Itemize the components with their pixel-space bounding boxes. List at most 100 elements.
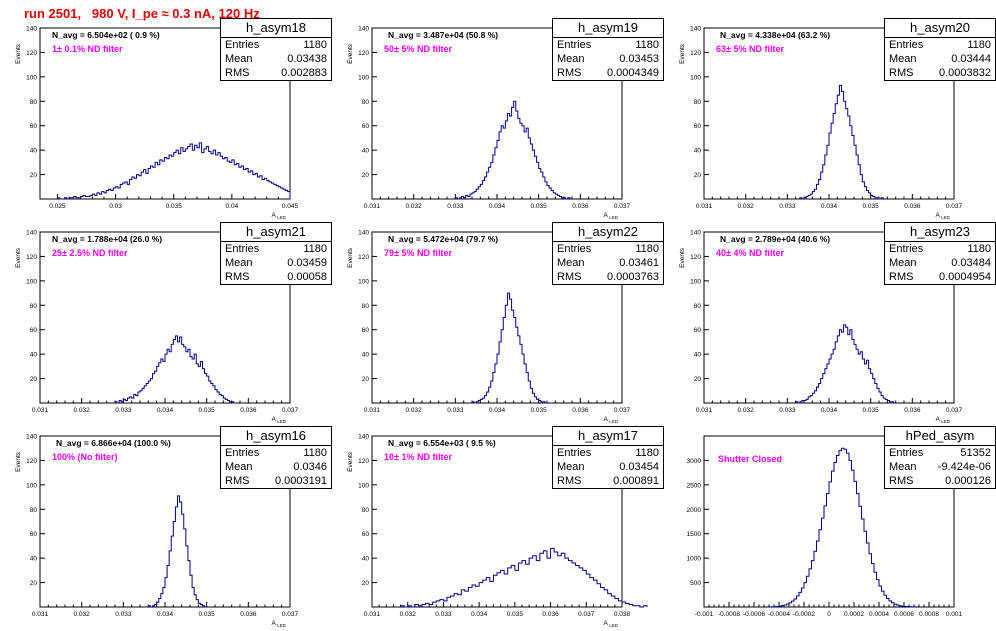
- y-tick-label: 80: [694, 99, 702, 106]
- stat-value: 1180: [303, 447, 327, 459]
- x-tick-label: 0.031: [32, 407, 49, 414]
- stat-box: hPed_asym Entries 51352 Mean -9.424e-06 RMS 0.…: [884, 426, 996, 489]
- x-tick-label: 0.045: [282, 203, 299, 210]
- stat-row-rms: RMS 0.0004349: [553, 66, 663, 80]
- stat-label: RMS: [225, 475, 250, 487]
- panel-h_asym20: 0.031 0.032 0.033 0.034 0.035 0.036 0.037 20 40 6…: [664, 18, 996, 223]
- stat-label: Mean: [225, 257, 253, 269]
- y-tick-label: 1500: [687, 531, 702, 538]
- y-axis-title: Events: [679, 43, 686, 64]
- y-tick-label: 140: [26, 434, 37, 441]
- y-tick-label: 140: [358, 230, 369, 237]
- stat-value: 0.0003763: [607, 271, 659, 283]
- y-tick-label: 60: [362, 123, 370, 130]
- y-tick-label: 80: [30, 507, 38, 514]
- x-tick-label: 0.037: [282, 407, 299, 414]
- x-tick-label: 0.035: [531, 407, 548, 414]
- stat-row-entries: Entries 1180: [553, 446, 663, 460]
- histogram-line-h_asym16: [147, 495, 207, 608]
- stat-label: Entries: [557, 447, 592, 459]
- x-tick-label: 0.034: [489, 203, 506, 210]
- stat-value: 1180: [967, 39, 991, 51]
- y-tick-label: 100: [26, 278, 37, 285]
- stat-value: 0.000891: [613, 475, 659, 487]
- filter-label: 10± 1% ND filter: [384, 452, 452, 462]
- stat-row-rms: RMS 0.000126: [885, 474, 995, 488]
- x-tick-label: 0.036: [240, 611, 257, 618]
- y-tick-label: 100: [26, 482, 37, 489]
- y-tick-label: 100: [358, 482, 369, 489]
- y-tick-label: 40: [30, 556, 38, 563]
- stat-box-title: h_asym21: [221, 223, 331, 242]
- stat-label: Entries: [225, 243, 260, 255]
- stat-row-rms: RMS 0.0004954: [885, 270, 995, 284]
- x-tick-label: 0.038: [614, 611, 631, 618]
- stat-value: 0.002883: [281, 67, 327, 79]
- stat-row-entries: Entries 1180: [885, 242, 995, 256]
- filter-label: 50± 5% ND filter: [384, 44, 452, 54]
- x-tick-label: 0.031: [364, 407, 381, 414]
- stat-box: h_asym16 Entries 1180 Mean 0.0346 RMS 0.000319…: [220, 426, 332, 489]
- x-tick-label: 0.032: [74, 611, 91, 618]
- stat-value: 1180: [635, 243, 659, 255]
- x-tick-label: 0.035: [199, 407, 216, 414]
- x-tick-label: 0.035: [166, 203, 183, 210]
- stat-label: RMS: [889, 67, 914, 79]
- stat-box-title: h_asym18: [221, 19, 331, 38]
- x-tick-label: 0.0002: [844, 611, 864, 618]
- stat-row-rms: RMS 0.0003191: [221, 474, 331, 488]
- panel-h_asym17: 0.031 0.032 0.033 0.034 0.035 0.036 0.037 0.038…: [332, 426, 664, 631]
- x-tick-label: -0.0006: [743, 611, 765, 618]
- y-axis-title: Events: [15, 247, 22, 268]
- x-tick-label: 0.035: [863, 203, 880, 210]
- stat-value: 0.03459: [287, 257, 327, 269]
- stat-row-mean: Mean 0.03461: [553, 256, 663, 270]
- panel-h_asym21: 0.031 0.032 0.033 0.034 0.035 0.036 0.037 20 40 6…: [0, 222, 332, 427]
- y-tick-label: 100: [26, 74, 37, 81]
- y-tick-label: 20: [30, 580, 38, 587]
- x-tick-label: 0.033: [435, 611, 452, 618]
- y-tick-label: 140: [358, 434, 369, 441]
- navg-label: N_avg = 6.554e+03 ( 9.5 %): [388, 438, 496, 448]
- stat-box-title: h_asym20: [885, 19, 995, 38]
- stat-row-entries: Entries 1180: [221, 446, 331, 460]
- histogram-line-h_asym17: [400, 547, 648, 608]
- plot-h_asym19: 0.031 0.032 0.033 0.034 0.035 0.036 0.037 20 40 6…: [347, 26, 631, 221]
- x-tick-label: 0.035: [507, 611, 524, 618]
- stat-value: 0.03454: [619, 461, 659, 473]
- x-tick-label: 0.032: [406, 407, 423, 414]
- stat-value: 1180: [967, 243, 991, 255]
- stat-label: Mean: [889, 461, 917, 473]
- stat-row-entries: Entries 1180: [221, 38, 331, 52]
- y-tick-label: 60: [694, 123, 702, 130]
- stat-row-mean: Mean 0.03484: [885, 256, 995, 270]
- stat-label: RMS: [557, 67, 582, 79]
- x-tick-label: 0.032: [400, 611, 417, 618]
- x-tick-label: 0.032: [738, 203, 755, 210]
- x-tick-label: 0.032: [74, 407, 91, 414]
- y-tick-label: 140: [690, 230, 701, 237]
- filter-label: 79± 5% ND filter: [384, 248, 452, 258]
- stat-value: 1180: [303, 243, 327, 255]
- x-tick-label: 0.033: [115, 611, 132, 618]
- stat-value: 0.00058: [287, 271, 327, 283]
- stat-box: h_asym23 Entries 1180 Mean 0.03484 RMS 0.00049…: [884, 222, 996, 285]
- y-tick-label: 140: [26, 26, 37, 33]
- stat-row-rms: RMS 0.00058: [221, 270, 331, 284]
- stat-label: Mean: [557, 53, 585, 65]
- x-axis-title: A LED: [935, 212, 950, 220]
- stat-row-rms: RMS 0.0003832: [885, 66, 995, 80]
- stat-row-mean: Mean 0.03438: [221, 52, 331, 66]
- x-tick-label: 0.036: [542, 611, 559, 618]
- x-tick-label: 0: [827, 611, 831, 618]
- stat-label: Entries: [225, 447, 260, 459]
- x-tick-label: 0.036: [572, 407, 589, 414]
- x-tick-label: 0.034: [489, 407, 506, 414]
- navg-label: N_avg = 2.789e+04 (40.6 %): [720, 234, 831, 244]
- navg-label: N_avg = 3.487e+04 (50.8 %): [388, 30, 499, 40]
- y-tick-label: 80: [362, 507, 370, 514]
- y-tick-label: 120: [358, 458, 369, 465]
- histogram-line-hPed_asym: [766, 447, 917, 608]
- stat-label: Entries: [889, 447, 924, 459]
- stat-row-entries: Entries 1180: [221, 242, 331, 256]
